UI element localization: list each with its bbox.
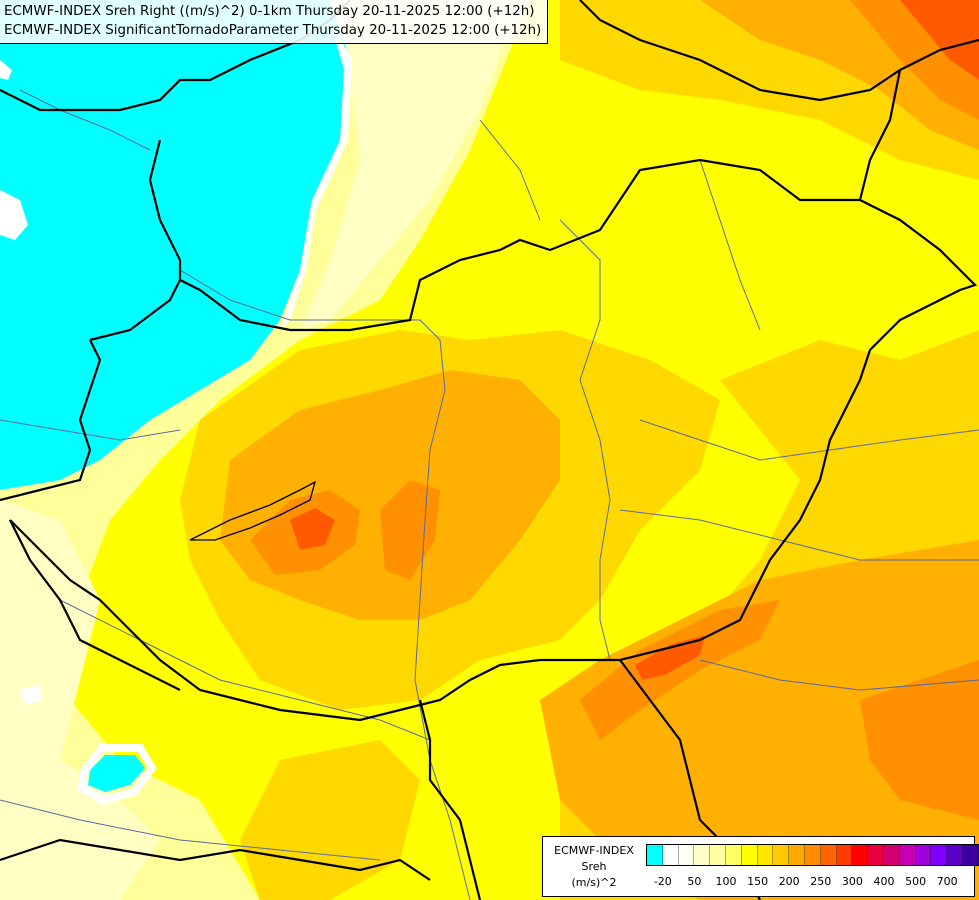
field-orange-se-band [580,600,780,740]
legend-tick-label: 50 [687,875,702,888]
border-croatia [9,519,181,691]
legend-swatch [647,845,663,865]
river-north-2 [479,119,541,221]
legend-swatch [694,845,711,865]
river-west-1 [0,419,181,441]
river-west-2 [19,89,151,151]
legend-tick-label: 700 [936,875,958,888]
legend-tick-label: -20 [653,875,672,888]
river-sava [0,799,381,861]
river-east-3 [699,659,979,691]
legend-swatch [773,845,790,865]
field-white-blob-3 [20,685,42,705]
border-north-2 [579,0,979,102]
field-red-west-core [290,508,335,550]
legend-swatch [678,845,695,865]
river-drava [59,599,431,741]
legend-swatch [836,845,853,865]
lake-balaton [189,480,317,541]
legend-swatch [662,845,679,865]
map-title-line2: ECMWF-INDEX SignificantTornadoParameter … [4,23,542,38]
river-danube [179,269,471,900]
legend-swatch [789,845,805,865]
legend-title-line3: (m/s)^2 [571,876,617,889]
field-cyan [0,0,350,490]
field-white-ring-south [77,744,157,805]
legend-swatch [868,845,884,865]
legend-title: ECMWF-INDEX Sreh (m/s)^2 [547,843,641,891]
river-north-1 [699,159,761,331]
legend-swatch [962,845,979,865]
legend-tick-label: 150 [747,875,769,888]
legend-tick-label: 200 [778,875,800,888]
legend-swatch [931,845,948,865]
legend-swatch [852,845,869,865]
legend-swatch [725,845,742,865]
legend-swatch [883,845,900,865]
river-east-1 [639,419,979,461]
field-orange-se-edge [860,660,979,820]
legend-swatch-bar [646,844,979,866]
map-title-line1: ECMWF-INDEX Sreh Right ((m/s)^2) 0-1km T… [4,4,535,19]
field-pale-north [300,0,520,330]
legend-tick-label: 300 [841,875,863,888]
legend-tick-label: 500 [905,875,927,888]
rivers [0,89,979,900]
legend-swatch [947,845,963,865]
field-amber-southeast [540,540,979,900]
border-northeast [858,69,902,201]
legend-swatch [820,845,837,865]
field-orange-central-core [380,480,440,580]
legend-title-line1: ECMWF-INDEX [554,844,634,857]
legend-swatch [899,845,916,865]
river-tisza [559,219,611,661]
river-east-2 [619,509,979,561]
field-white-blob-2 [0,60,12,80]
field-white-strip [280,20,352,330]
legend-swatch [757,845,774,865]
legend-swatch [804,845,821,865]
border-west-slov [148,139,182,280]
field-white-blob-1 [0,190,28,240]
map-title-box: ECMWF-INDEX Sreh Right ((m/s)^2) 0-1km T… [0,0,549,44]
field-red-ne-core [900,0,979,80]
color-legend: ECMWF-INDEX Sreh (m/s)^2 -20 50 100 150 200 2… [542,836,979,897]
legend-swatch [710,845,726,865]
legend-swatch [741,845,758,865]
border-serbia [418,699,482,900]
border-bosnia [0,838,431,881]
field-red-se-core [635,635,705,680]
legend-title-line2: Sreh [581,860,607,873]
border-hungary [9,158,978,722]
field-pale-southwest [0,500,160,900]
legend-tick-label: 100 [715,875,737,888]
legend-swatch [915,845,932,865]
legend-tick-label: 400 [873,875,895,888]
border-austria-slovenia [0,339,102,502]
field-cyan-blob-south [88,755,145,792]
legend-tick-label: 250 [810,875,832,888]
